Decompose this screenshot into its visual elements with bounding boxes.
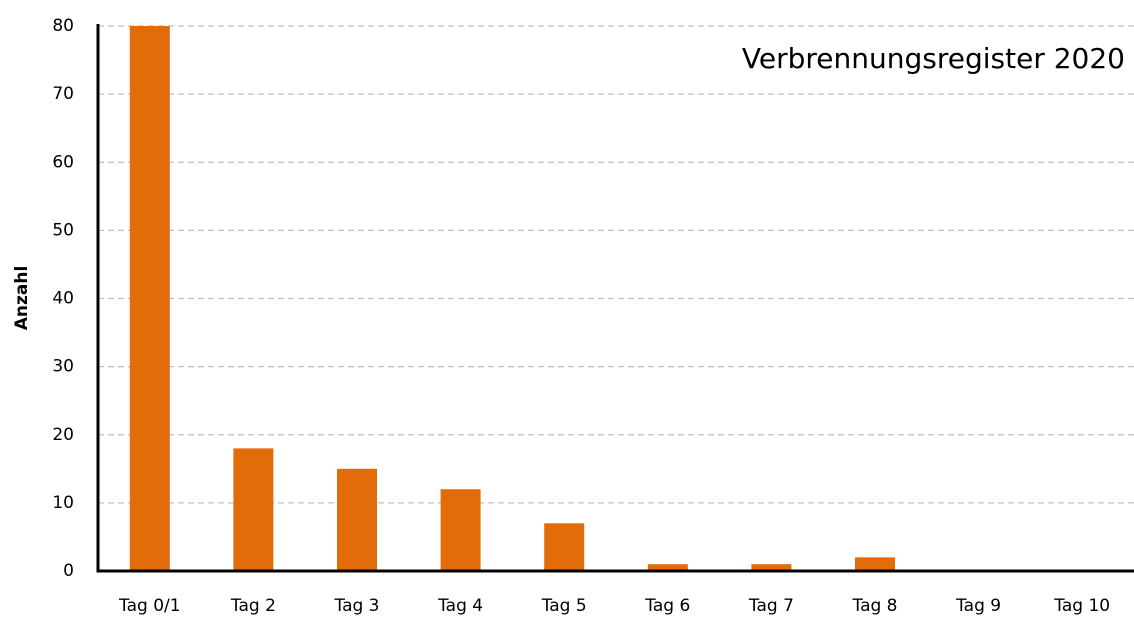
y-tick-label: 70 (52, 84, 74, 104)
y-tick-label: 80 (52, 16, 74, 36)
y-tick-label: 40 (52, 289, 74, 309)
y-tick-label: 0 (63, 561, 74, 581)
bar (647, 564, 688, 571)
bar (233, 448, 274, 571)
y-tick-label: 50 (52, 220, 74, 240)
x-tick-label: Tag 5 (541, 596, 587, 616)
x-tick-label: Tag 10 (1053, 596, 1110, 616)
x-tick-label: Tag 9 (955, 596, 1001, 616)
chart-title: Verbrennungsregister 2020 (742, 42, 1125, 75)
x-tick-label: Tag 8 (852, 596, 898, 616)
bar (440, 489, 481, 571)
x-tick-label: Tag 3 (334, 596, 380, 616)
x-tick-label: Tag 7 (748, 596, 794, 616)
y-tick-label: 30 (52, 357, 74, 377)
bar (129, 26, 170, 571)
y-tick-label: 60 (52, 152, 74, 172)
bar (751, 564, 792, 571)
bar (544, 523, 585, 571)
bar (855, 557, 895, 571)
y-tick-label: 10 (52, 493, 74, 513)
bar (337, 468, 377, 571)
y-axis-label: Anzahl (12, 266, 32, 331)
x-tick-label: Tag 4 (437, 596, 483, 616)
x-tick-label: Tag 6 (644, 596, 690, 616)
x-tick-label: Tag 0/1 (118, 596, 181, 616)
x-tick-label: Tag 2 (230, 596, 276, 616)
y-tick-label: 20 (52, 425, 74, 445)
